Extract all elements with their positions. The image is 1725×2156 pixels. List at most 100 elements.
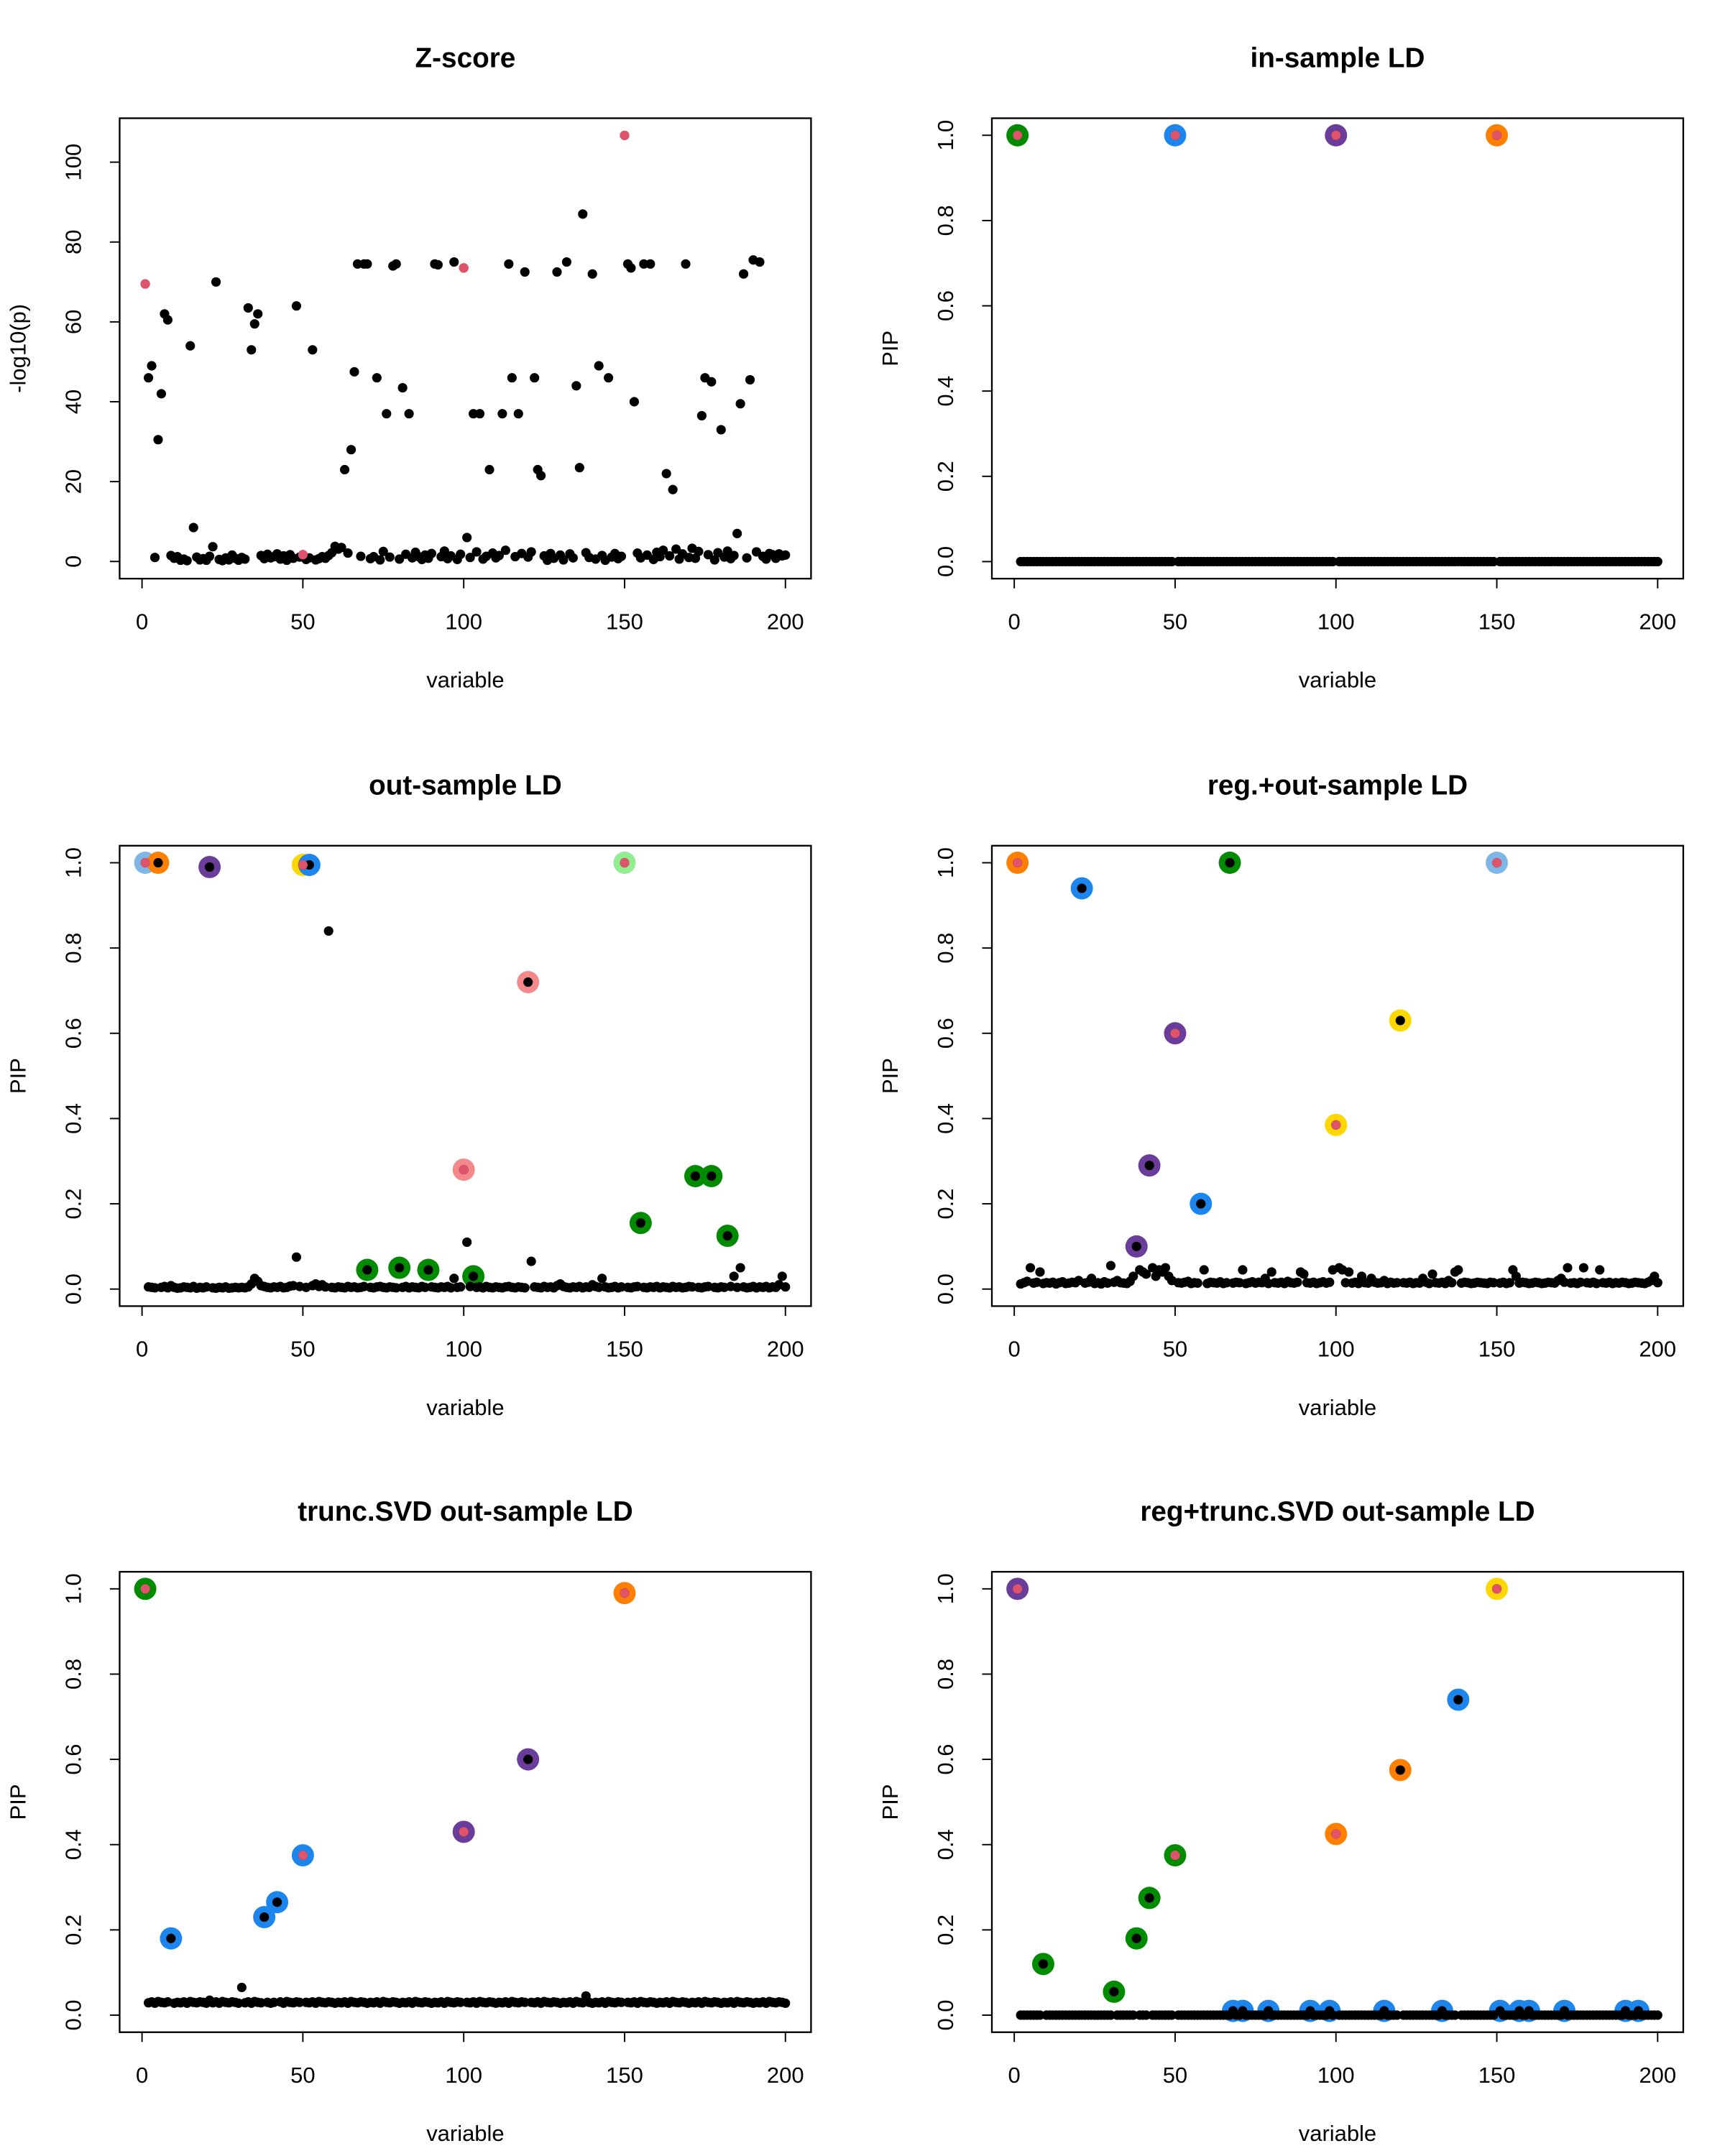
point <box>755 257 765 267</box>
point <box>507 373 517 383</box>
point <box>742 553 752 563</box>
point <box>1344 1267 1354 1277</box>
y-tick-label: 0.8 <box>933 933 958 964</box>
point <box>513 409 523 419</box>
point <box>1013 130 1023 140</box>
point <box>1109 1986 1119 1996</box>
point <box>732 528 742 538</box>
point <box>696 410 707 421</box>
chart-title: Z-score <box>415 42 516 73</box>
point <box>781 1282 791 1292</box>
x-tick-label: 0 <box>1008 1337 1021 1362</box>
x-tick-label: 200 <box>767 609 804 634</box>
point <box>336 543 346 553</box>
point <box>1038 1959 1049 1969</box>
y-axis-label: PIP <box>5 1784 30 1820</box>
point <box>1266 1267 1276 1277</box>
point <box>298 860 308 870</box>
point <box>291 1252 302 1262</box>
x-tick-label: 200 <box>1639 2063 1676 2088</box>
point <box>1595 1265 1605 1275</box>
point <box>423 1265 433 1275</box>
y-tick-label: 1.0 <box>61 1573 86 1604</box>
point <box>343 548 353 558</box>
x-tick-label: 200 <box>1639 1337 1676 1362</box>
panel: in-sample LD variable PIP 0 50 100 150 200 0.0 0.… <box>878 42 1685 693</box>
plot-frame <box>990 1570 1685 2033</box>
point <box>1170 130 1180 140</box>
point <box>671 544 681 554</box>
point <box>249 319 259 329</box>
x-tick-label: 50 <box>290 609 315 634</box>
y-tick-label: 0.6 <box>933 1744 958 1775</box>
x-axis-label: variable <box>426 2121 504 2146</box>
chart-title: out-sample LD <box>369 770 562 801</box>
point <box>1453 1695 1463 1705</box>
point <box>616 551 627 561</box>
y-tick-label: 0.2 <box>933 1189 958 1220</box>
point <box>520 1283 530 1293</box>
point <box>462 533 472 543</box>
x-tick-label: 100 <box>1317 1337 1355 1362</box>
point <box>1238 1265 1248 1275</box>
point <box>626 263 636 273</box>
panel: reg.+out-sample LD variable PIP 0 50 100 150 20… <box>878 770 1685 1420</box>
y-tick-label: 0.6 <box>933 290 958 321</box>
point <box>738 269 749 279</box>
point <box>1504 1278 1515 1288</box>
point <box>1013 1584 1023 1594</box>
point <box>385 552 395 562</box>
point <box>729 550 739 561</box>
point <box>185 341 196 351</box>
point <box>1170 1850 1180 1861</box>
point <box>236 1982 247 1993</box>
plot-frame <box>119 844 812 1307</box>
panel: Z-score variable -log10(p) 0 50 100 150 200 0 20 4… <box>5 42 812 693</box>
point <box>707 377 717 387</box>
x-tick-label: 150 <box>1478 609 1516 634</box>
y-axis-label: PIP <box>878 1058 903 1094</box>
point <box>378 546 388 556</box>
x-axis-label: variable <box>1299 2121 1376 2146</box>
point <box>205 862 215 872</box>
point <box>729 1271 739 1281</box>
x-axis-label: variable <box>426 1395 504 1420</box>
point <box>188 522 198 533</box>
chart-title: trunc.SVD out-sample LD <box>298 1496 632 1527</box>
plot-frame <box>119 1570 812 2033</box>
point <box>1170 1028 1180 1038</box>
point <box>291 301 302 311</box>
point <box>594 361 604 371</box>
point <box>1652 1278 1662 1288</box>
x-tick-label: 100 <box>1317 609 1355 634</box>
x-tick-label: 100 <box>445 609 482 634</box>
y-tick-label: 0.8 <box>61 933 86 964</box>
point <box>552 267 562 277</box>
point <box>182 556 192 566</box>
point <box>620 857 630 868</box>
x-tick-label: 100 <box>445 2063 482 2088</box>
point <box>703 550 713 560</box>
point <box>298 550 308 560</box>
point <box>709 555 719 565</box>
x-tick-label: 50 <box>1163 609 1187 634</box>
x-tick-label: 150 <box>1478 2063 1516 2088</box>
point <box>587 269 597 279</box>
point <box>1160 1263 1171 1273</box>
point <box>474 409 485 419</box>
y-tick-label: 1.0 <box>61 847 86 878</box>
point <box>362 1265 372 1275</box>
y-tick-label: 0.4 <box>933 1103 958 1134</box>
y-tick-label: 0 <box>61 556 86 568</box>
point <box>459 263 469 273</box>
point <box>397 382 408 393</box>
point <box>449 257 459 267</box>
x-tick-label: 0 <box>136 2063 148 2088</box>
point <box>404 409 414 419</box>
point <box>1491 1584 1502 1594</box>
point <box>472 547 482 557</box>
point <box>1199 1265 1209 1275</box>
point <box>1491 130 1502 140</box>
point <box>166 1933 176 1943</box>
point <box>439 546 449 556</box>
